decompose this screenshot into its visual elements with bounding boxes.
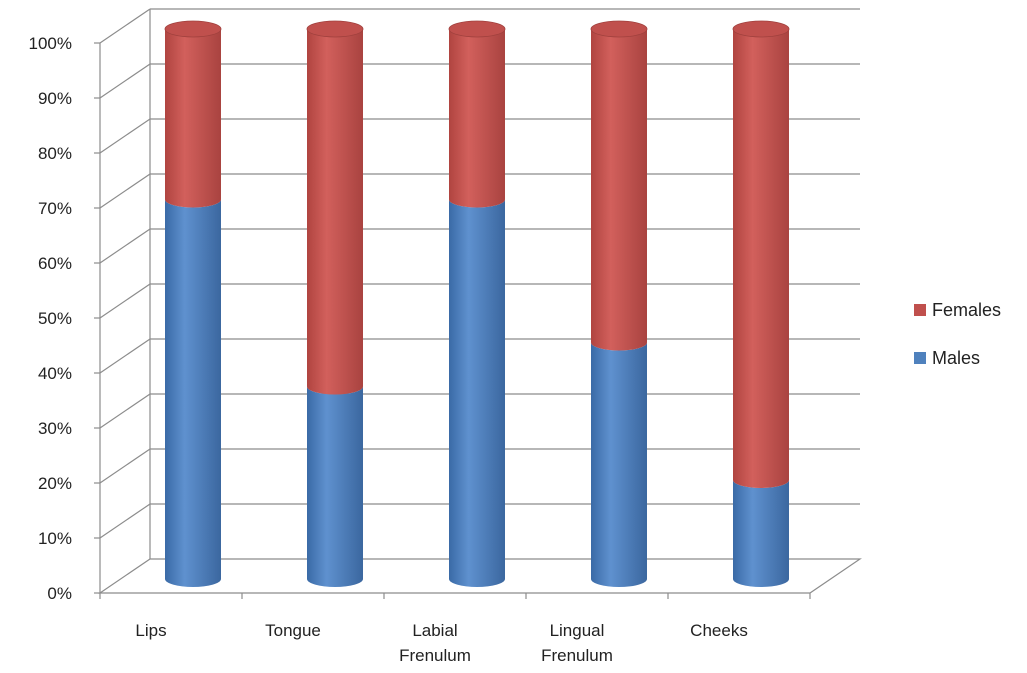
y-tick-label: 100% — [29, 34, 72, 53]
x-tick-label: Tongue — [265, 621, 321, 640]
x-tick-label-line: Lips — [135, 621, 166, 640]
legend-label: Females — [932, 300, 1001, 320]
bar-top-cap — [590, 20, 648, 38]
bar-top-cap — [448, 20, 506, 38]
bar-group — [306, 20, 364, 587]
bar-males — [449, 199, 506, 587]
bar-top-cap — [164, 20, 222, 38]
gridline-side — [99, 63, 151, 99]
y-tick-label: 0% — [47, 584, 72, 603]
gridline-side — [99, 283, 151, 319]
x-tick-label-line: Labial — [412, 621, 457, 640]
gridline-side — [99, 118, 151, 154]
bar-males — [591, 342, 647, 587]
bar-males — [165, 199, 221, 587]
y-tick-label: 60% — [38, 254, 72, 273]
x-tick-label-line: Cheeks — [690, 621, 748, 640]
y-tick-label: 20% — [38, 474, 72, 493]
x-tick-label: Labial Frenulum — [399, 621, 471, 665]
x-tick-label: Cheeks — [690, 621, 748, 640]
bar-group — [448, 20, 506, 587]
bar-females — [165, 29, 221, 208]
bar-males — [733, 480, 789, 587]
gridline-side — [99, 393, 151, 429]
legend-item-males: Males — [914, 348, 980, 368]
y-tick-label: 10% — [38, 529, 72, 548]
x-tick-label-line: Frenulum — [541, 646, 613, 665]
bar-females — [591, 29, 647, 351]
gridline-side — [99, 448, 151, 484]
gridline-side — [99, 338, 151, 374]
legend: Females Males — [914, 300, 1001, 368]
x-tick-label-line: Lingual — [550, 621, 605, 640]
gridline-side — [99, 228, 151, 264]
bars — [164, 20, 790, 587]
x-tick-label: Lips — [135, 621, 166, 640]
legend-label: Males — [932, 348, 980, 368]
y-tick-label: 90% — [38, 89, 72, 108]
y-tick-label: 30% — [38, 419, 72, 438]
bar-females — [733, 29, 789, 488]
gridline-side — [99, 503, 151, 539]
bar-group — [164, 20, 222, 587]
floor — [98, 558, 862, 594]
x-tick-label: Lingual Frenulum — [541, 621, 613, 665]
gridline-side — [99, 8, 151, 44]
legend-item-females: Females — [914, 300, 1001, 320]
legend-swatch — [914, 304, 926, 316]
x-tick-label-line: Tongue — [265, 621, 321, 640]
bar-females — [307, 29, 363, 395]
y-axis-ticks: 0% 10% 20% 30% 40% 50% 60% 70% 80% 90% 100% — [29, 34, 100, 603]
gridline-side — [99, 173, 151, 209]
bar-group — [590, 20, 648, 587]
x-tick-label-line: Frenulum — [399, 646, 471, 665]
legend-swatch — [914, 352, 926, 364]
y-tick-label: 50% — [38, 309, 72, 328]
y-tick-label: 40% — [38, 364, 72, 383]
bar-group — [732, 20, 790, 587]
bar-males — [307, 386, 363, 587]
y-tick-label: 80% — [38, 144, 72, 163]
bar-top-cap — [306, 20, 364, 38]
bar-top-cap — [732, 20, 790, 38]
y-tick-label: 70% — [38, 199, 72, 218]
x-axis-labels: Lips Tongue Labial Frenulum Lingual Frenulum C… — [99, 593, 811, 665]
bar-females — [449, 29, 505, 208]
